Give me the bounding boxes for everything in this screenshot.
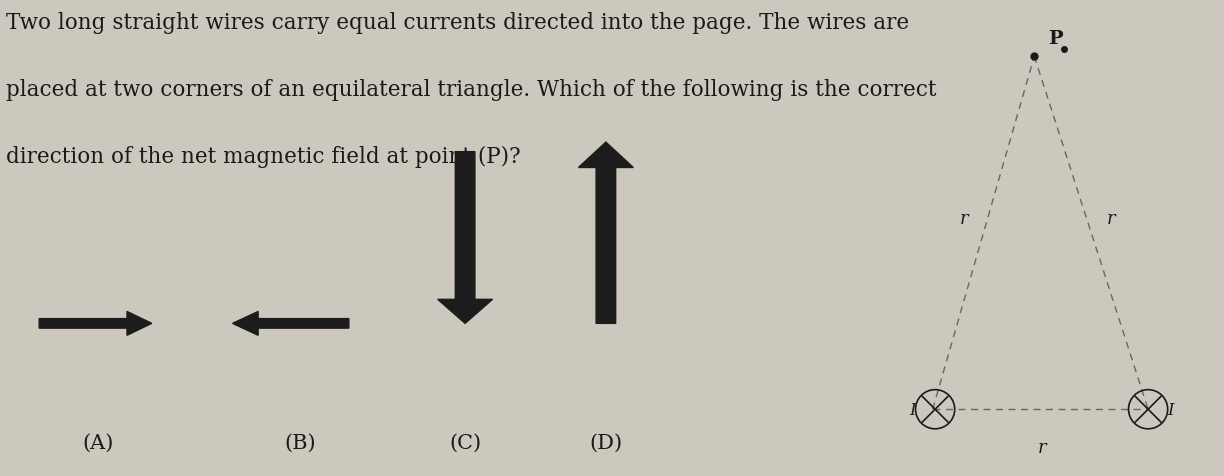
FancyArrow shape: [579, 143, 633, 324]
Text: r: r: [1037, 438, 1047, 456]
Text: r: r: [1106, 210, 1116, 228]
Text: placed at two corners of an equilateral triangle. Which of the following is the : placed at two corners of an equilateral …: [6, 79, 936, 100]
FancyArrow shape: [233, 312, 349, 336]
FancyArrow shape: [438, 152, 492, 324]
Text: P: P: [1048, 30, 1062, 48]
Text: I: I: [909, 401, 916, 418]
Text: direction of the net magnetic field at point (P)?: direction of the net magnetic field at p…: [6, 145, 520, 167]
Text: (A): (A): [82, 433, 114, 452]
Text: I: I: [1168, 401, 1174, 418]
FancyArrow shape: [39, 312, 152, 336]
Text: (C): (C): [449, 433, 481, 452]
Text: (D): (D): [589, 433, 623, 452]
Text: Two long straight wires carry equal currents directed into the page. The wires a: Two long straight wires carry equal curr…: [6, 12, 909, 34]
Text: (B): (B): [284, 433, 316, 452]
Text: r: r: [960, 210, 969, 228]
